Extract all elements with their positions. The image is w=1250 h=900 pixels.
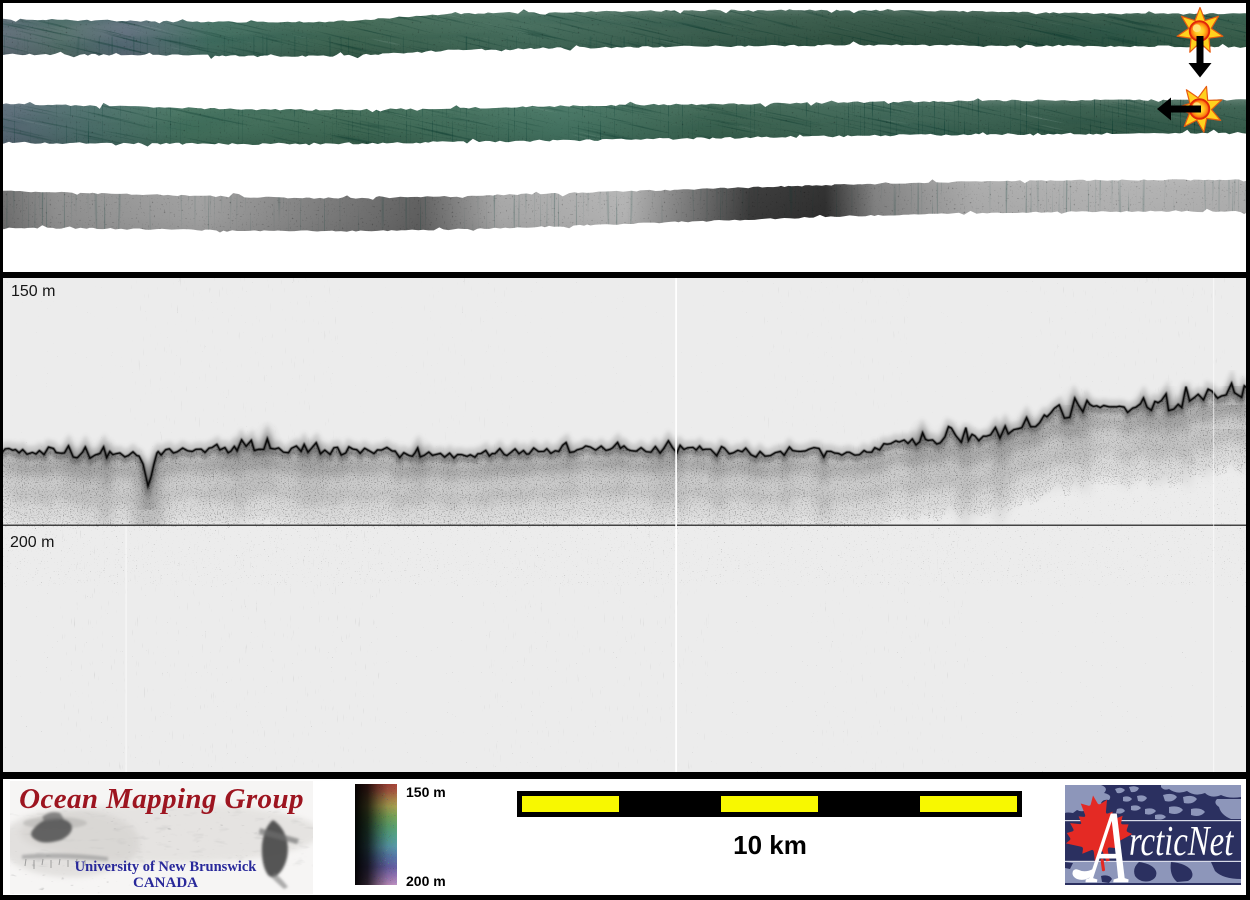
svg-text:A: A (1085, 789, 1129, 885)
svg-text:rcticNet: rcticNet (1129, 818, 1235, 865)
